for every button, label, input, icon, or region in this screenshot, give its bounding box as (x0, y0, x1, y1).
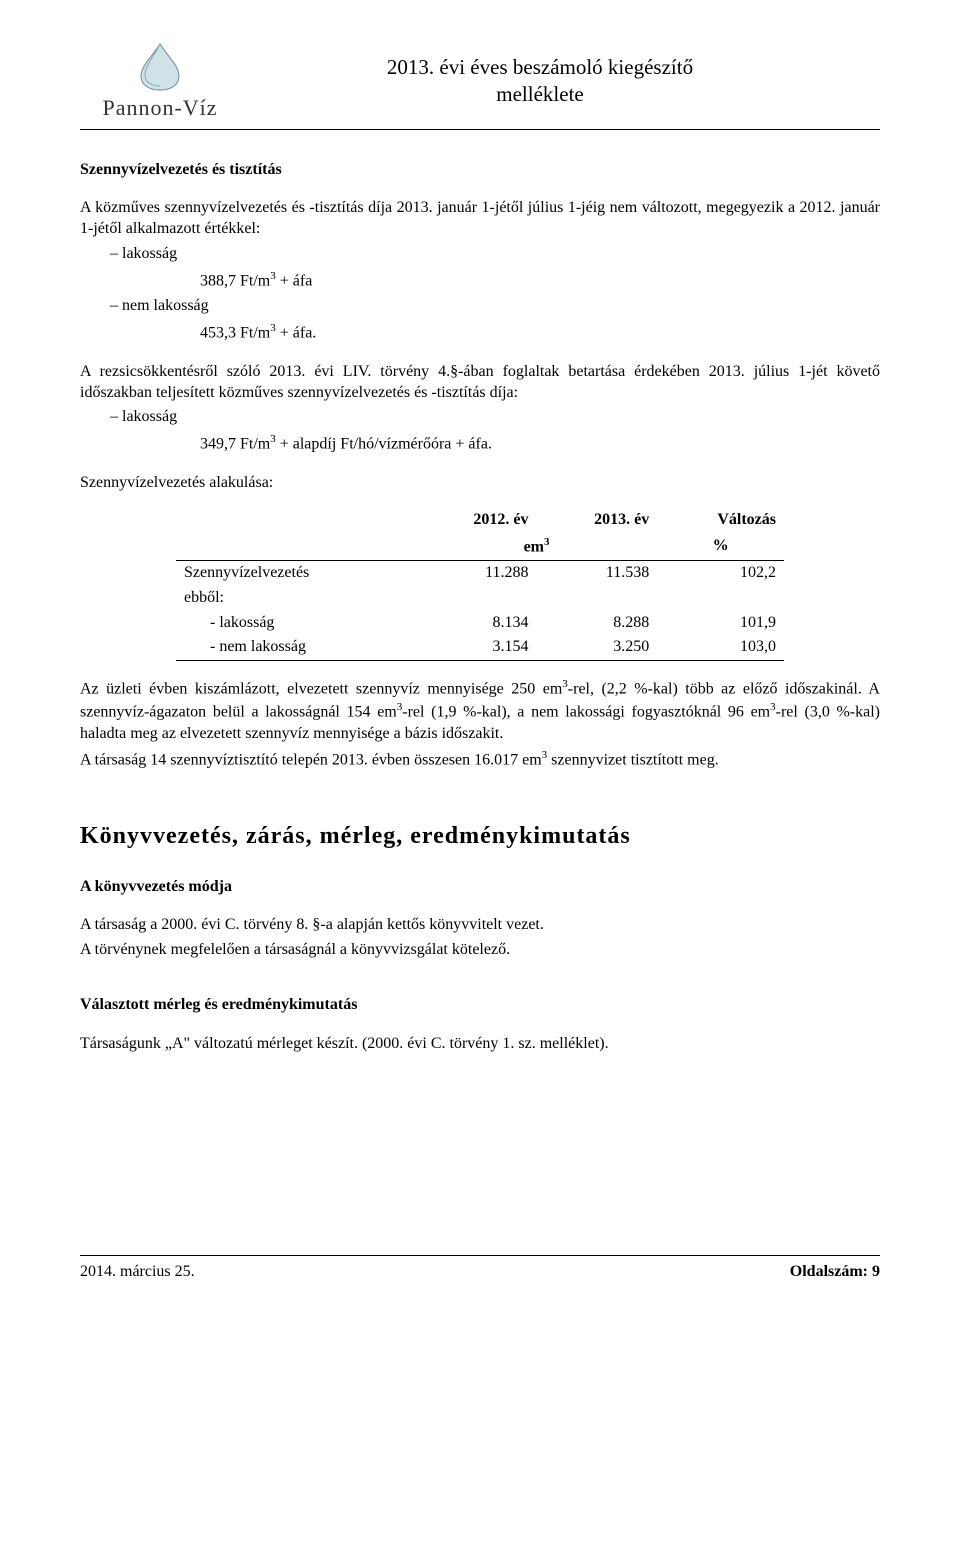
page-footer: 2014. március 25. Oldalszám: 9 (80, 1255, 880, 1283)
col-2013: 2013. év (537, 508, 658, 533)
paragraph-block: A közműves szennyvízelvezetés és -tisztí… (80, 198, 880, 343)
subsection-heading: A könyvvezetés módja (80, 877, 880, 898)
logo-block: Pannon-Víz (80, 40, 240, 123)
footer-date: 2014. március 25. (80, 1262, 195, 1283)
table-row: - nem lakosság 3.154 3.250 103,0 (176, 635, 784, 660)
table-row: - lakosság 8.134 8.288 101,9 (176, 611, 784, 636)
body-paragraph: A törvénynek megfelelően a társaságnál a… (80, 940, 880, 961)
table-row: Szennyvízelvezetés 11.288 11.538 102,2 (176, 561, 784, 586)
sewage-table: 2012. év 2013. év Változás em3 % Szennyv… (176, 508, 784, 661)
analysis-paragraph-2: A társaság 14 szennyvíztisztító telepén … (80, 748, 880, 771)
price-item-label: – nem lakosság (110, 296, 880, 317)
title-line-2: melléklete (496, 82, 583, 106)
price-item-value: 388,7 Ft/m3 + áfa (200, 269, 880, 292)
regulation-paragraph: A rezsicsökkentésről szóló 2013. évi LIV… (80, 362, 880, 404)
subsection-heading: Választott mérleg és eredménykimutatás (80, 995, 880, 1016)
price-item-label: – lakosság (110, 244, 880, 265)
paragraph-block: A rezsicsökkentésről szóló 2013. évi LIV… (80, 362, 880, 456)
analysis-paragraph: Az üzleti évben kiszámlázott, elvezetett… (80, 677, 880, 744)
price-item-value: 349,7 Ft/m3 + alapdíj Ft/hó/vízmérőóra +… (200, 432, 880, 455)
intro-paragraph: A közműves szennyvízelvezetés és -tisztí… (80, 198, 880, 240)
major-heading: Könyvvezetés, zárás, mérleg, eredménykim… (80, 821, 880, 852)
table-row: ebből: (176, 586, 784, 611)
section-heading: Szennyvízelvezetés és tisztítás (80, 160, 880, 181)
unit-percent: % (657, 533, 784, 561)
water-drop-icon (129, 40, 191, 92)
body-paragraph: A társaság a 2000. évi C. törvény 8. §-a… (80, 915, 880, 936)
logo-text: Pannon-Víz (80, 94, 240, 123)
col-2012: 2012. év (416, 508, 537, 533)
page-header: Pannon-Víz 2013. évi éves beszámoló kieg… (80, 40, 880, 130)
body-paragraph: Társaságunk „A" változatú mérleget készí… (80, 1034, 880, 1055)
price-item-label: – lakosság (110, 407, 880, 428)
footer-page: Oldalszám: 9 (790, 1262, 880, 1283)
title-line-1: 2013. évi éves beszámoló kiegészítő (387, 55, 693, 79)
document-title: 2013. évi éves beszámoló kiegészítő mell… (240, 54, 880, 109)
unit-em3: em3 (416, 533, 657, 561)
table-intro: Szennyvízelvezetés alakulása: (80, 473, 880, 494)
price-item-value: 453,3 Ft/m3 + áfa. (200, 321, 880, 344)
col-change: Változás (657, 508, 784, 533)
